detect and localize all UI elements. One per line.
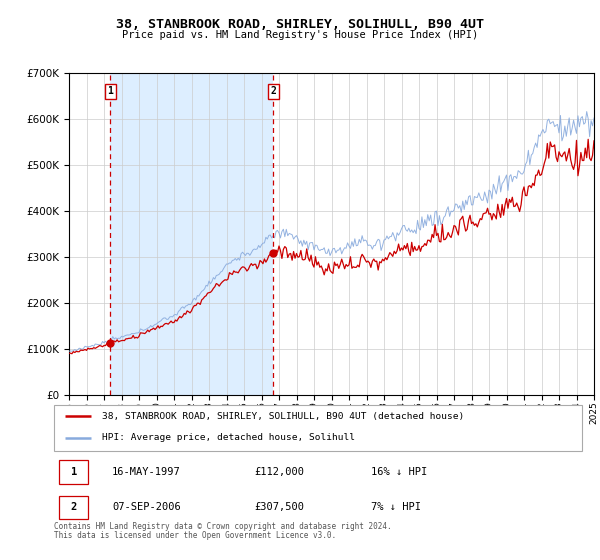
Text: 7% ↓ HPI: 7% ↓ HPI xyxy=(371,502,421,512)
Text: Price paid vs. HM Land Registry's House Price Index (HPI): Price paid vs. HM Land Registry's House … xyxy=(122,30,478,40)
FancyBboxPatch shape xyxy=(54,405,582,451)
FancyBboxPatch shape xyxy=(59,460,88,484)
Text: Contains HM Land Registry data © Crown copyright and database right 2024.: Contains HM Land Registry data © Crown c… xyxy=(54,522,392,531)
Text: £112,000: £112,000 xyxy=(254,467,305,477)
Text: 38, STANBROOK ROAD, SHIRLEY, SOLIHULL, B90 4UT: 38, STANBROOK ROAD, SHIRLEY, SOLIHULL, B… xyxy=(116,17,484,31)
Text: 2: 2 xyxy=(71,502,77,512)
Text: 07-SEP-2006: 07-SEP-2006 xyxy=(112,502,181,512)
Text: HPI: Average price, detached house, Solihull: HPI: Average price, detached house, Soli… xyxy=(101,433,355,442)
Text: £307,500: £307,500 xyxy=(254,502,305,512)
Text: 2: 2 xyxy=(271,86,277,96)
FancyBboxPatch shape xyxy=(59,496,88,519)
Text: 1: 1 xyxy=(107,86,113,96)
Bar xyxy=(110,73,274,395)
Text: 16% ↓ HPI: 16% ↓ HPI xyxy=(371,467,427,477)
Text: 1: 1 xyxy=(71,467,77,477)
Text: 38, STANBROOK ROAD, SHIRLEY, SOLIHULL, B90 4UT (detached house): 38, STANBROOK ROAD, SHIRLEY, SOLIHULL, B… xyxy=(101,412,464,421)
Text: This data is licensed under the Open Government Licence v3.0.: This data is licensed under the Open Gov… xyxy=(54,531,336,540)
Text: 16-MAY-1997: 16-MAY-1997 xyxy=(112,467,181,477)
